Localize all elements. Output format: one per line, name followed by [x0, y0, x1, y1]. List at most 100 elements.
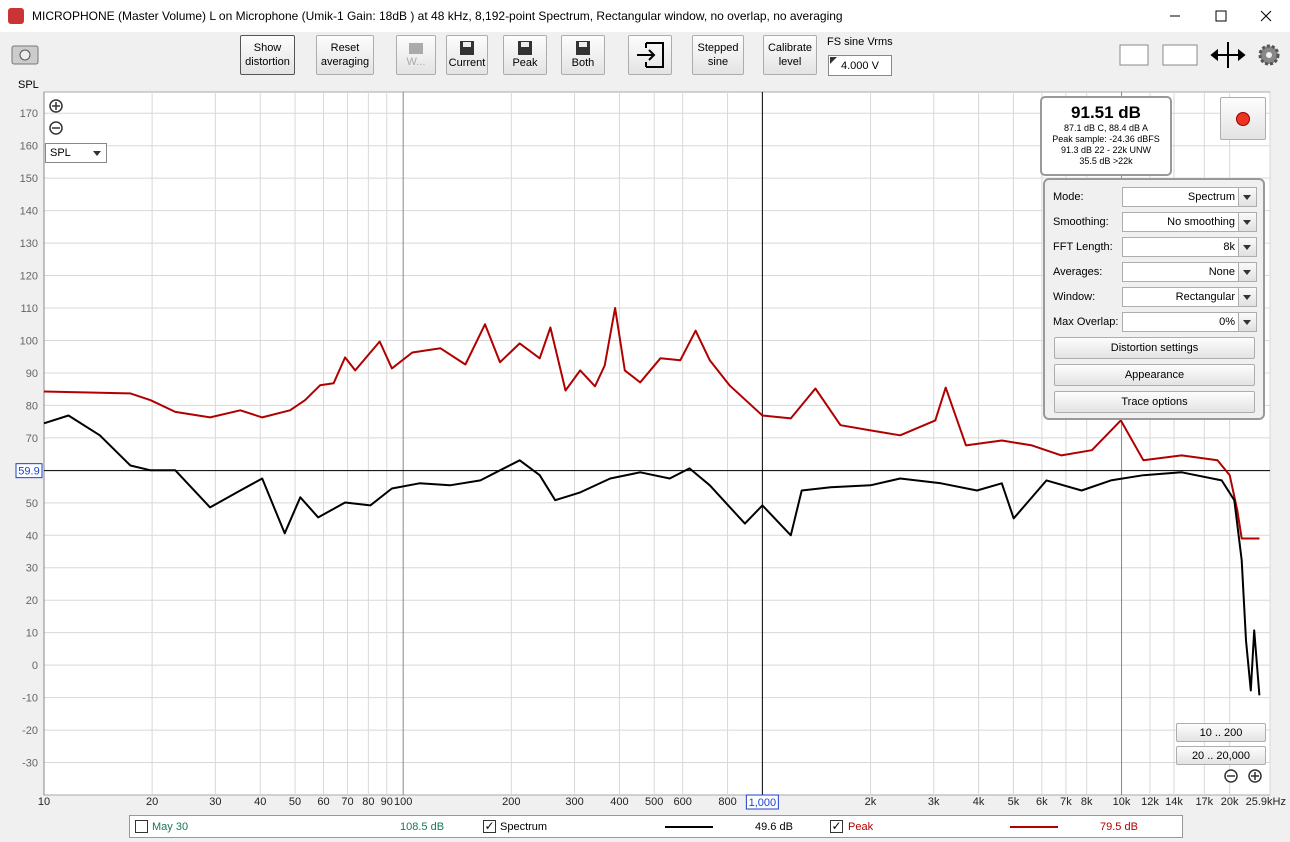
x-tick-label: 20	[146, 796, 158, 808]
folder-icon	[409, 43, 423, 54]
y-tick-label: 30	[26, 563, 38, 575]
x-tick-label: 12k	[1141, 796, 1159, 808]
series-line	[43, 307, 1260, 540]
legend-checkbox[interactable]: ✓	[830, 819, 843, 833]
x-tick-label: 4k	[973, 796, 985, 808]
spl-select[interactable]: SPL	[45, 143, 107, 163]
y-tick-label: 170	[20, 108, 38, 120]
x-tick-label: 14k	[1165, 796, 1183, 808]
window-title: MICROPHONE (Master Volume) L on Micropho…	[32, 9, 843, 23]
show-distortion-button[interactable]: Show distortion	[240, 35, 295, 75]
fit-icon[interactable]	[1210, 42, 1246, 68]
floppy-icon	[518, 41, 532, 55]
label: Peak	[512, 57, 538, 69]
x-tick-label: 70	[341, 796, 353, 808]
legend-reading: 108.5 dB	[400, 821, 445, 833]
y-tick-label: 10	[26, 628, 38, 640]
dropdown-arrow	[1243, 220, 1251, 225]
y-axis-label: SPL	[18, 79, 39, 91]
setting-label: Window:	[1053, 291, 1096, 303]
record-dot	[1236, 111, 1250, 126]
setting-combo[interactable]: 0%	[1122, 312, 1257, 332]
settings-button[interactable]: Distortion settings	[1054, 337, 1255, 359]
settings-button[interactable]: Trace options	[1054, 391, 1255, 413]
x-tick-label: 30	[209, 796, 221, 808]
legend-name: Peak	[848, 821, 874, 833]
x-tick-label: 500	[645, 796, 663, 808]
level-line: 87.1 dB C, 88.4 dB A	[1063, 123, 1149, 133]
dropdown-arrow	[93, 151, 101, 156]
cursor-y-label: 59.9	[18, 466, 39, 478]
range-button[interactable]: 10 .. 200	[1176, 723, 1266, 742]
legend-checkbox[interactable]: ✓	[483, 819, 496, 833]
reset-averaging-button[interactable]: Reset averaging	[316, 35, 374, 75]
title-bar	[0, 0, 1290, 32]
layout-icon[interactable]	[1119, 44, 1149, 66]
peak-button[interactable]: Peak	[503, 35, 547, 75]
camera-lens	[19, 49, 31, 61]
y-tick-label: 100	[20, 335, 38, 347]
fs-input[interactable]: 4.000 V	[828, 55, 892, 76]
x-tick-label: 200	[502, 796, 520, 808]
close[interactable]	[1260, 10, 1272, 22]
legend-line-sample	[665, 826, 713, 828]
cursor-x-label: 1,000	[749, 797, 777, 809]
x-tick-label: 60	[317, 796, 329, 808]
cursor-x-box	[745, 794, 779, 810]
zoom-in-y-sign	[52, 102, 60, 110]
setting-label: Mode:	[1053, 191, 1084, 203]
x-tick-label: 80	[362, 796, 374, 808]
label: Stepped sine	[697, 42, 739, 68]
dropdown-arrow	[1243, 295, 1251, 300]
label: Trace options	[1121, 396, 1188, 408]
legend-reading: 49.6 dB	[755, 821, 793, 833]
w-button[interactable]: W...	[396, 35, 436, 75]
stepped-sine-button[interactable]: Stepped sine	[692, 35, 744, 75]
maximize[interactable]	[1215, 10, 1227, 22]
current-button[interactable]: Current	[446, 35, 488, 75]
both-button[interactable]: Both	[561, 35, 605, 75]
setting-label: Smoothing:	[1053, 216, 1109, 228]
import-button[interactable]	[628, 35, 672, 75]
y-tick-label: 150	[20, 173, 38, 185]
floppy-icon	[576, 41, 590, 55]
x-tick-label: 7k	[1060, 796, 1072, 808]
label: Distortion settings	[1110, 342, 1199, 354]
columns-icon[interactable]	[1162, 44, 1198, 66]
range-button[interactable]: 20 .. 20,000	[1176, 746, 1266, 765]
floppy-icon	[460, 41, 474, 55]
dropdown-arrow	[1243, 270, 1251, 275]
legend-checkbox[interactable]	[135, 820, 148, 833]
series-line	[43, 414, 1261, 696]
dropdown-arrow	[1243, 195, 1251, 200]
x-tick-label: 3k	[928, 796, 940, 808]
fs-label: FS sine Vrms	[827, 36, 893, 48]
y-tick-label: 140	[20, 206, 38, 218]
setting-combo[interactable]: Rectangular	[1122, 287, 1257, 307]
setting-combo[interactable]: No smoothing	[1122, 212, 1257, 232]
level-readout: 91.51 dB 87.1 dB C, 88.4 dB A Peak sample…	[1040, 96, 1172, 176]
settings-button[interactable]: Appearance	[1054, 364, 1255, 386]
setting-combo[interactable]: None	[1122, 262, 1257, 282]
level-line: 91.3 dB 22 - 22k UNW	[1060, 145, 1152, 155]
label: Appearance	[1124, 369, 1185, 381]
legend-name: May 30	[152, 821, 189, 833]
setting-label: Averages:	[1053, 266, 1103, 278]
fs-corner	[830, 57, 837, 64]
record-button[interactable]	[1220, 97, 1266, 140]
y-tick-label: 130	[20, 238, 38, 250]
label: 10 .. 200	[1199, 726, 1243, 739]
x-tick-label: 5k	[1008, 796, 1020, 808]
y-tick-label: 120	[20, 271, 38, 283]
x-tick-label: 800	[718, 796, 736, 808]
setting-combo[interactable]: Spectrum	[1122, 187, 1257, 207]
setting-combo[interactable]: 8k	[1122, 237, 1257, 257]
calibrate-level-button[interactable]: Calibrate level	[763, 35, 817, 75]
setting-value: 0%	[1219, 316, 1235, 328]
cursor-y-box	[15, 463, 43, 479]
legend-line-sample	[1010, 826, 1058, 828]
x-tick-label: 40	[254, 796, 266, 808]
x-tick-label: 8k	[1081, 796, 1093, 808]
x-tick-label: 6k	[1036, 796, 1048, 808]
legend-bar: May 30 108.5 dB ✓ Spectrum 49.6 dB ✓ Peak 79.5 …	[129, 815, 1183, 838]
